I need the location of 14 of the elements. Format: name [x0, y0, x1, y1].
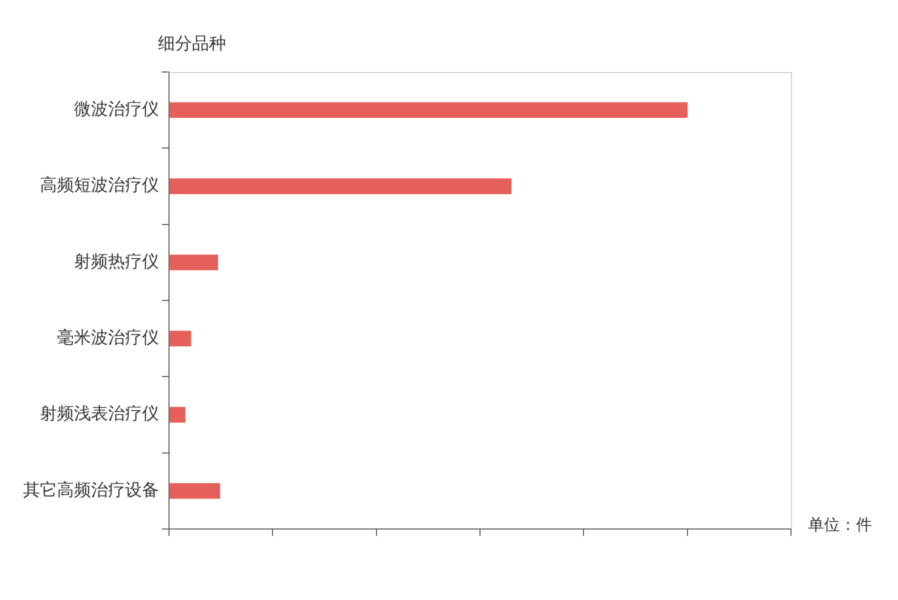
text: 单位：件 [808, 515, 872, 536]
y-axis-title: 细分品种 [158, 33, 226, 55]
y-tick-label: 射频浅表治疗仪 [40, 404, 159, 424]
bar [169, 178, 512, 194]
y-tick-label: 其它高频治疗设备 [23, 480, 159, 500]
y-tick-label: 高频短波治疗仪 [40, 176, 159, 196]
y-tick-label: 射频热疗仪 [74, 252, 159, 272]
bar [169, 483, 220, 499]
y-tick-label: 毫米波治疗仪 [57, 328, 159, 348]
bar [169, 102, 688, 118]
bar [169, 254, 218, 270]
y-tick-label: 微波治疗仪 [74, 100, 159, 120]
bar [169, 406, 186, 423]
bar [169, 330, 192, 346]
